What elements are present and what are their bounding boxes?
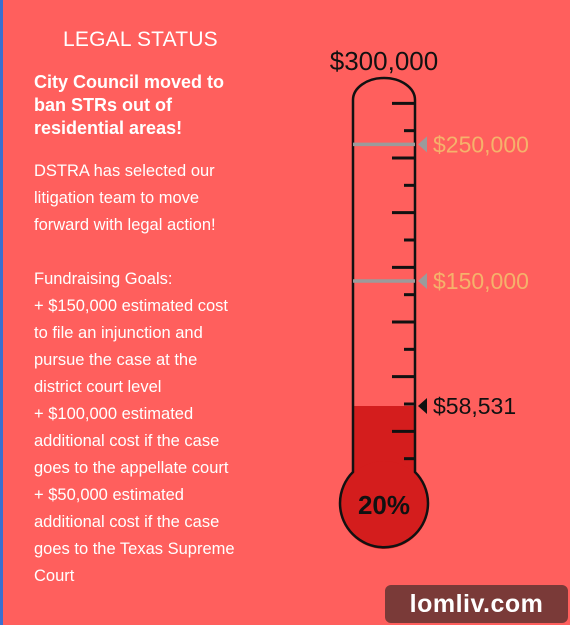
raised-marker-arrow [418, 398, 427, 415]
goals-line: goes to the Texas Supreme [34, 540, 235, 558]
goals-line: Court [34, 567, 75, 585]
goals-line: Fundraising Goals: [34, 270, 173, 288]
milestone-label: $150,000 [433, 268, 529, 294]
fundraising-thermometer: $300,000 $250,000 $150,000 $58,531 20% [330, 46, 529, 549]
paragraph-line: litigation team to move [34, 189, 200, 207]
goals-line: pursue the case at the [34, 351, 198, 369]
goals-line: to file an injunction and [34, 324, 203, 342]
paragraph-line: DSTRA has selected our [34, 162, 215, 180]
raised-amount-label: $58,531 [433, 393, 516, 419]
milestone-arrow [418, 273, 427, 289]
goals-line: additional cost if the case [34, 513, 220, 531]
legal-status-panel: LEGAL STATUS City Council moved to ban S… [34, 28, 274, 590]
goals-line: + $100,000 estimated [34, 405, 194, 423]
milestones: $250,000 $150,000 [353, 131, 529, 294]
goals-line: district court level [34, 378, 162, 396]
headline-line: City Council moved to [34, 72, 225, 92]
headline-line: residential areas! [34, 118, 183, 138]
goals-line: additional cost if the case [34, 432, 220, 450]
watermark-badge: lomliv.com [385, 585, 568, 623]
goal-label: $300,000 [330, 46, 438, 76]
percent-label: 20% [358, 490, 410, 520]
paragraph-line: forward with legal action! [34, 216, 216, 234]
goals-line: goes to the appellate court [34, 459, 229, 477]
left-edge-strip [0, 0, 3, 625]
thermometer-ticks [392, 101, 415, 461]
fundraising-goals: Fundraising Goals: + $150,000 estimated … [34, 266, 274, 590]
milestone-arrow [418, 136, 427, 153]
spacer [34, 239, 274, 266]
description-paragraph: DSTRA has selected our litigation team t… [34, 158, 274, 239]
thermometer-bulb-fill [340, 461, 428, 549]
goals-line: + $150,000 estimated cost [34, 297, 229, 315]
headline: City Council moved to ban STRs out of re… [34, 71, 274, 140]
milestone-label: $250,000 [433, 131, 529, 157]
goals-line: + $50,000 estimated [34, 486, 184, 504]
section-title: LEGAL STATUS [63, 28, 218, 51]
thermometer-outline [338, 76, 430, 549]
headline-line: ban STRs out of [34, 95, 172, 115]
